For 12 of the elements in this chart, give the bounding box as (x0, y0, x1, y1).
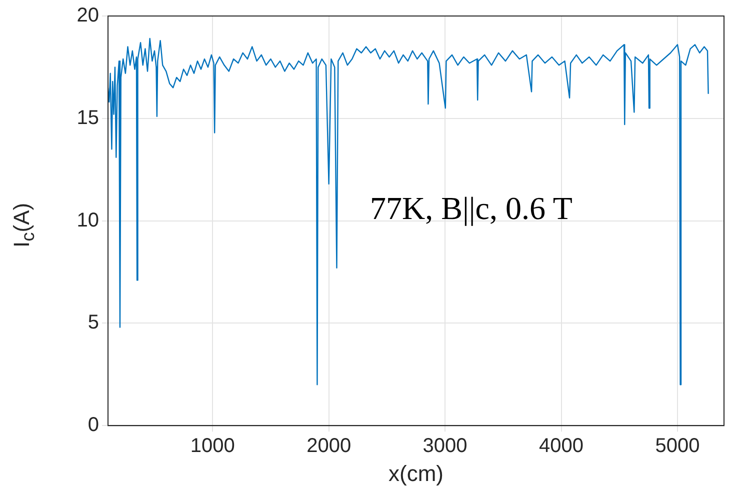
x-tick-label: 3000 (422, 435, 468, 458)
y-tick-label: 20 (76, 4, 99, 27)
y-tick-label: 5 (88, 312, 99, 334)
y-tick-label: 15 (76, 106, 99, 129)
x-tick-label: 5000 (655, 435, 700, 458)
annotation: 77K, B||c, 0.6 T (370, 190, 572, 227)
y-tick-label: 10 (76, 209, 99, 232)
x-tick-label: 4000 (539, 435, 584, 458)
x-tick-label: 2000 (306, 435, 352, 458)
x-tick-label: 1000 (190, 435, 235, 458)
y-tick-label: 0 (88, 414, 99, 436)
x-axis-title: x(cm) (388, 460, 444, 486)
